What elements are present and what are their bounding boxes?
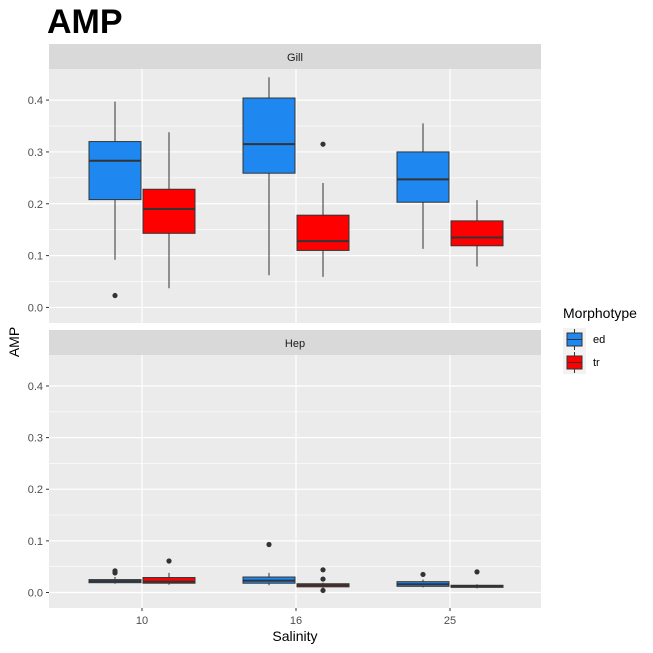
y-tick-label: 0.2 <box>28 484 43 496</box>
y-tick-label: 0.3 <box>28 433 43 445</box>
box-hep-16-ed <box>242 541 296 586</box>
box-gill-25-ed <box>396 123 450 249</box>
outlier-point <box>112 292 118 299</box>
box-body <box>296 214 350 251</box>
panel-gill: Gill 0.0 0.1 0.2 0.3 0.4 <box>28 44 541 323</box>
box-body <box>142 577 196 584</box>
box-hep-10-tr <box>142 558 196 585</box>
y-tick-label: 0.0 <box>28 302 43 314</box>
facet-strip-label: Hep <box>285 338 305 350</box>
legend-entry-tr: tr <box>563 351 600 374</box>
x-tick-label: 25 <box>444 615 456 627</box>
box-hep-10-ed <box>88 568 142 584</box>
facet-strip-label: Gill <box>287 52 303 64</box>
outlier-point <box>320 567 326 573</box>
legend: Morphotype ed tr <box>563 305 637 374</box>
facet-panels: Gill 0.0 0.1 0.2 0.3 0.4 Hep 0.0 0.1 0.2 0.3 0.4 <box>28 44 541 608</box>
outlier-point <box>474 569 480 575</box>
box-gill-10-tr <box>142 132 196 289</box>
box-hep-25-ed <box>396 571 450 588</box>
legend-entry-ed: ed <box>563 328 605 351</box>
box-body <box>88 141 142 201</box>
box-body <box>450 220 504 247</box>
chart-title: AMP <box>47 3 123 41</box>
box-gill-16-tr <box>296 141 350 277</box>
y-tick-label: 0.4 <box>28 95 43 107</box>
legend-label: tr <box>593 357 600 369</box>
outlier-point <box>320 141 326 147</box>
y-axis-title: AMP <box>6 327 22 357</box>
y-tick-label: 0.3 <box>28 147 43 159</box>
y-tick-label: 0.1 <box>28 251 43 263</box>
box-body <box>396 151 450 203</box>
outlier-point <box>166 558 172 564</box>
outlier-point <box>266 541 272 548</box>
box-hep-16-tr <box>296 567 350 594</box>
x-tick-label: 16 <box>290 615 302 627</box>
panel-background <box>49 355 541 608</box>
x-axis-ticks: 10 16 25 <box>136 608 456 627</box>
box-body <box>142 188 196 234</box>
outlier-point <box>420 571 426 578</box>
x-tick-label: 10 <box>136 615 148 627</box>
y-tick-label: 0.0 <box>28 588 43 600</box>
facet-strip <box>49 330 541 355</box>
box-hep-25-tr <box>450 569 504 589</box>
legend-title: Morphotype <box>563 305 637 321</box>
box-body <box>242 97 296 174</box>
outlier-point <box>112 568 118 574</box>
y-tick-label: 0.2 <box>28 199 43 211</box>
box-gill-16-ed <box>242 77 296 276</box>
outlier-point <box>320 576 326 582</box>
panel-hep: Hep 0.0 0.1 0.2 0.3 0.4 <box>28 330 541 608</box>
box-gill-10-ed <box>88 101 142 299</box>
outlier-point <box>320 587 326 594</box>
box-gill-25-tr <box>450 200 504 267</box>
legend-label: ed <box>593 334 605 346</box>
x-axis-title: Salinity <box>272 628 317 644</box>
y-tick-label: 0.1 <box>28 536 43 548</box>
facet-strip <box>49 44 541 69</box>
y-tick-label: 0.4 <box>28 381 43 393</box>
